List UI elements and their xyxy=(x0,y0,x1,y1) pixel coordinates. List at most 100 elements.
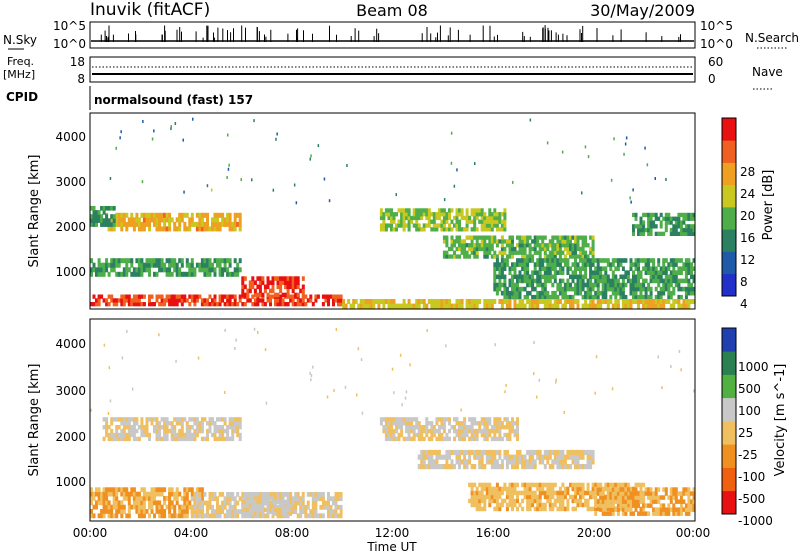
scatter-cell xyxy=(158,491,162,497)
scatter-cell xyxy=(216,509,219,514)
scatter-cell xyxy=(546,482,550,488)
scatter-cell xyxy=(289,492,293,497)
scatter-cell xyxy=(286,284,290,290)
scatter-cell xyxy=(556,449,560,456)
scatter-cell xyxy=(521,278,525,284)
scatter-cell xyxy=(150,258,154,264)
scatter-cell xyxy=(137,267,141,273)
scatter-cell xyxy=(556,303,560,309)
scatter-cell xyxy=(216,425,219,430)
scatter-cell xyxy=(531,482,535,488)
scatter-cell xyxy=(427,454,431,460)
scatter-cell xyxy=(465,227,469,232)
scatter-cell xyxy=(160,504,164,510)
scatter-cell xyxy=(634,262,638,267)
scatter-cell xyxy=(664,286,668,292)
nsearch-label: N.Search xyxy=(745,31,799,45)
scatter-cell xyxy=(102,425,106,430)
scatter-cell xyxy=(450,235,454,240)
scatter-cell xyxy=(488,250,492,255)
scatter-cell xyxy=(117,221,121,227)
scatter-cell xyxy=(435,212,439,217)
scatter-cell xyxy=(649,212,653,218)
scatter-cell xyxy=(163,221,167,227)
scatter-cell xyxy=(594,499,598,504)
scatter-cell xyxy=(478,219,482,224)
scatter-echo xyxy=(632,188,634,192)
scatter-cell xyxy=(518,274,522,280)
scatter-cell xyxy=(218,212,222,218)
scatter-cell xyxy=(316,294,320,299)
scatter-cell xyxy=(463,459,467,465)
scatter-cell xyxy=(561,278,565,284)
scatter-cell xyxy=(596,294,600,300)
nsky-strip xyxy=(89,21,696,49)
scatter-cell xyxy=(692,290,696,296)
scatter-cell xyxy=(269,495,272,501)
scatter-cell xyxy=(667,216,671,221)
scatter-cell xyxy=(541,294,545,300)
scatter-cell xyxy=(422,303,426,309)
scatter-cell xyxy=(135,217,139,223)
scatter-cell xyxy=(528,490,532,496)
scatter-cell xyxy=(228,504,232,510)
scatter-cell xyxy=(153,491,156,497)
scatter-cell xyxy=(503,258,507,263)
scatter-cell xyxy=(485,243,489,248)
scatter-cell xyxy=(576,235,580,240)
scatter-cell xyxy=(533,459,537,465)
scatter-cell xyxy=(500,223,504,228)
scatter-cell xyxy=(639,216,643,221)
scatter-cell xyxy=(566,506,570,512)
scatter-cell xyxy=(652,274,656,280)
scatter-cell xyxy=(478,428,482,434)
scatter-cell xyxy=(654,499,658,504)
scatter-cell xyxy=(569,282,572,288)
scatter-cell xyxy=(621,282,625,288)
scatter-cell xyxy=(528,250,532,255)
scatter-cell xyxy=(203,417,207,422)
scatter-cell xyxy=(203,267,207,273)
scatter-cell xyxy=(639,511,643,516)
scatter-cell xyxy=(677,299,681,304)
scatter-cell xyxy=(533,303,537,309)
scatter-cell xyxy=(193,500,197,506)
scatter-cell xyxy=(185,428,189,434)
scatter-cell xyxy=(599,495,603,500)
scatter-cell xyxy=(342,303,346,309)
scatter-cell xyxy=(659,266,663,271)
scatter-cell xyxy=(183,491,187,497)
scatter-cell xyxy=(485,299,489,304)
scatter-cell xyxy=(614,278,618,284)
scatter-cell xyxy=(536,494,540,500)
scatter-cell xyxy=(553,498,557,504)
scatter-cell xyxy=(556,282,560,288)
scatter-echo xyxy=(360,358,363,362)
scatter-cell xyxy=(674,511,678,516)
scatter-cell xyxy=(470,449,474,456)
scatter-cell xyxy=(163,226,167,232)
scatter-cell xyxy=(453,254,456,259)
scatter-cell xyxy=(500,266,504,271)
scatter-cell xyxy=(541,239,545,244)
scatter-cell xyxy=(531,254,535,259)
scatter-cell xyxy=(493,436,497,442)
scatter-cell xyxy=(228,298,232,303)
scatter-cell xyxy=(490,303,494,309)
scatter-cell xyxy=(140,509,144,514)
scatter-cell xyxy=(495,212,499,217)
scatter-cell xyxy=(493,486,497,492)
scatter-cell xyxy=(221,425,225,430)
scatter-cell xyxy=(206,271,209,277)
scatter-cell xyxy=(263,284,267,290)
scatter-cell xyxy=(110,222,114,227)
scatter-cell xyxy=(584,299,588,304)
scatter-cell xyxy=(422,454,426,460)
scatter-cell xyxy=(674,231,678,236)
scatter-cell xyxy=(558,266,562,271)
scatter-cell xyxy=(659,231,663,236)
scatter-cell xyxy=(677,511,681,516)
scatter-cell xyxy=(505,421,509,426)
scatter-cell xyxy=(432,219,436,224)
scatter-cell xyxy=(412,212,416,217)
